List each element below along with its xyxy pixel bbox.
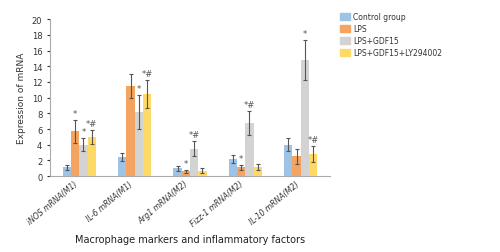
Bar — [80, 145, 88, 176]
Text: *: * — [239, 154, 244, 164]
Text: *#: *# — [308, 136, 318, 145]
Bar — [292, 157, 300, 176]
Text: *#: *# — [244, 101, 255, 110]
Bar — [284, 145, 292, 176]
Text: *#: *# — [188, 130, 200, 139]
Text: *: * — [184, 159, 188, 168]
Bar — [182, 172, 190, 176]
Text: *#: *# — [86, 119, 98, 128]
Bar — [237, 168, 246, 176]
X-axis label: Macrophage markers and inflammatory factors: Macrophage markers and inflammatory fact… — [75, 234, 305, 243]
Bar — [143, 94, 152, 176]
Bar — [174, 169, 182, 176]
Legend: Control group, LPS, LPS+GDF15, LPS+GDF15+LY294002: Control group, LPS, LPS+GDF15, LPS+GDF15… — [339, 11, 444, 59]
Text: *: * — [136, 84, 141, 93]
Bar — [126, 86, 134, 176]
Bar — [134, 112, 143, 176]
Bar — [190, 149, 198, 176]
Bar — [246, 123, 254, 176]
Bar — [198, 171, 206, 176]
Text: *: * — [302, 30, 307, 39]
Bar — [118, 158, 126, 176]
Bar — [62, 168, 71, 176]
Bar — [228, 159, 237, 176]
Text: *#: *# — [142, 69, 152, 78]
Bar — [71, 132, 80, 176]
Bar — [309, 154, 318, 176]
Bar — [88, 137, 96, 176]
Text: *: * — [82, 128, 86, 137]
Bar — [300, 61, 309, 176]
Bar — [254, 167, 262, 176]
Y-axis label: Expression of mRNA: Expression of mRNA — [17, 53, 26, 144]
Text: *: * — [73, 109, 78, 118]
